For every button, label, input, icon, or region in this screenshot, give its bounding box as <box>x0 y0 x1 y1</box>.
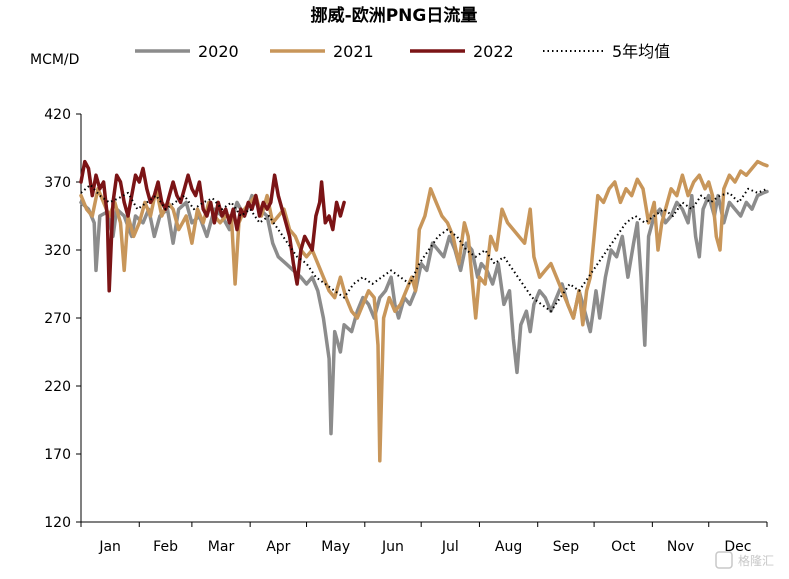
x-tick-label: Dec <box>724 539 751 555</box>
legend-label-0: 2020 <box>198 42 239 61</box>
x-tick-label: Nov <box>667 539 694 555</box>
y-unit-label: MCM/D <box>30 52 79 68</box>
x-tick-label: Apr <box>266 539 290 555</box>
legend-label-2: 2022 <box>473 42 514 61</box>
x-tick-label: Feb <box>153 539 178 555</box>
x-tick-label: Sep <box>553 539 580 555</box>
watermark: 格隆汇 <box>715 551 774 569</box>
x-tick-label: Jan <box>98 539 121 555</box>
series-line-3 <box>80 183 768 313</box>
series-line-0 <box>79 189 769 436</box>
watermark-logo-icon <box>715 551 733 569</box>
legend: 2020 2021 2022 5年均值 <box>135 42 670 61</box>
y-tick-label: 320 <box>44 243 71 259</box>
legend-label-1: 2021 <box>333 42 374 61</box>
legend-label-3: 5年均值 <box>612 42 670 61</box>
series-line-2 <box>79 159 346 293</box>
y-tick-label: 170 <box>44 447 71 463</box>
chart-title: 挪威-欧洲PNG日流量 <box>311 5 478 26</box>
y-tick-label: 220 <box>44 379 71 395</box>
x-tick-label: Oct <box>611 539 636 555</box>
plot-area <box>79 159 769 463</box>
y-tick-label: 370 <box>44 175 71 191</box>
y-tick-label: 120 <box>44 515 71 531</box>
y-tick-label: 420 <box>44 107 71 123</box>
x-tick-label: Aug <box>495 539 522 555</box>
y-tick-label: 270 <box>44 311 71 327</box>
series-line-1 <box>79 159 769 463</box>
x-tick-label: Jul <box>441 539 459 555</box>
x-tick-label: Jun <box>381 539 404 555</box>
x-tick-label: May <box>321 539 350 555</box>
x-tick-label: Mar <box>208 539 235 555</box>
axes: 120 170 220 270 320 370 420 Jan Feb Mar Apr May Jun J… <box>44 107 768 555</box>
watermark-text: 格隆汇 <box>738 553 774 568</box>
